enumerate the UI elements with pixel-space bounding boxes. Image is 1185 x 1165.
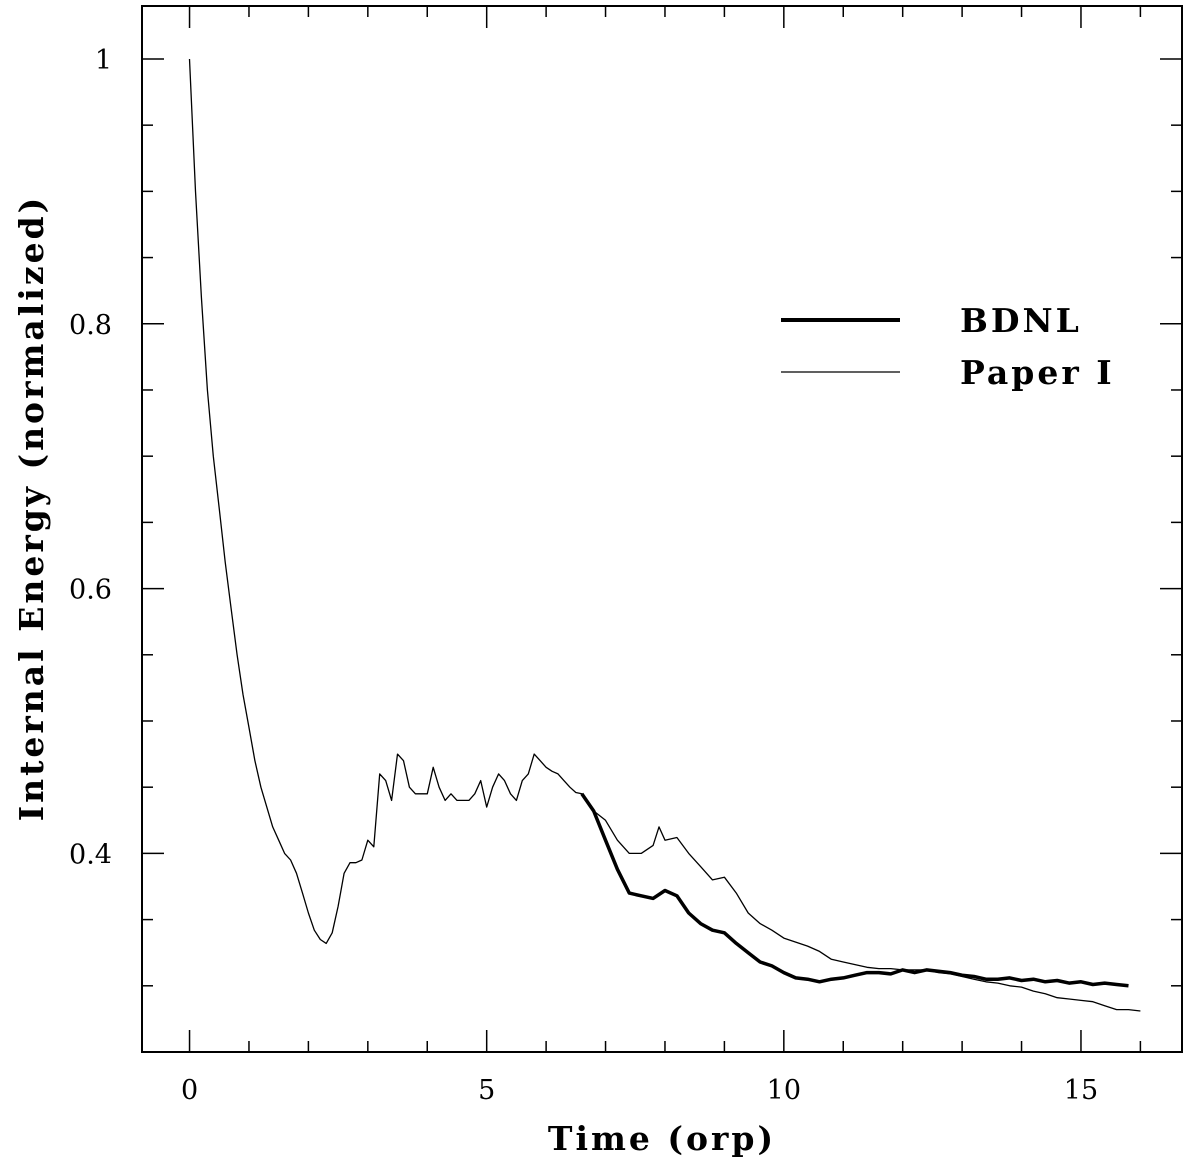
x-tick-label: 10: [767, 1075, 801, 1106]
legend-label-bdnl: BDNL: [960, 301, 1082, 340]
y-tick-label: 1: [95, 45, 112, 76]
plot-frame: [141, 5, 1183, 1053]
data-series: [188, 58, 1141, 1012]
x-tick-label: 5: [478, 1075, 495, 1106]
legend-label-paper-i: Paper I: [960, 353, 1115, 392]
x-tick-label: 0: [181, 1075, 198, 1106]
legend: BDNL Paper I: [781, 301, 1115, 392]
tick-labels: 0 5 10 15 0.4 0.6 0.8 1: [69, 45, 1098, 1106]
x-tick-label: 15: [1064, 1075, 1098, 1106]
y-tick-label: 0.4: [69, 839, 112, 870]
x-axis-title: Time (orp): [548, 1119, 776, 1158]
series-line-paper-i: [188, 58, 1141, 1012]
axis-ticks: [142, 6, 1182, 1052]
y-tick-label: 0.8: [69, 310, 112, 341]
y-axis-title: Internal Energy (normalized): [12, 195, 51, 822]
series-line-bdnl: [580, 792, 1129, 988]
y-tick-label: 0.6: [69, 575, 112, 606]
